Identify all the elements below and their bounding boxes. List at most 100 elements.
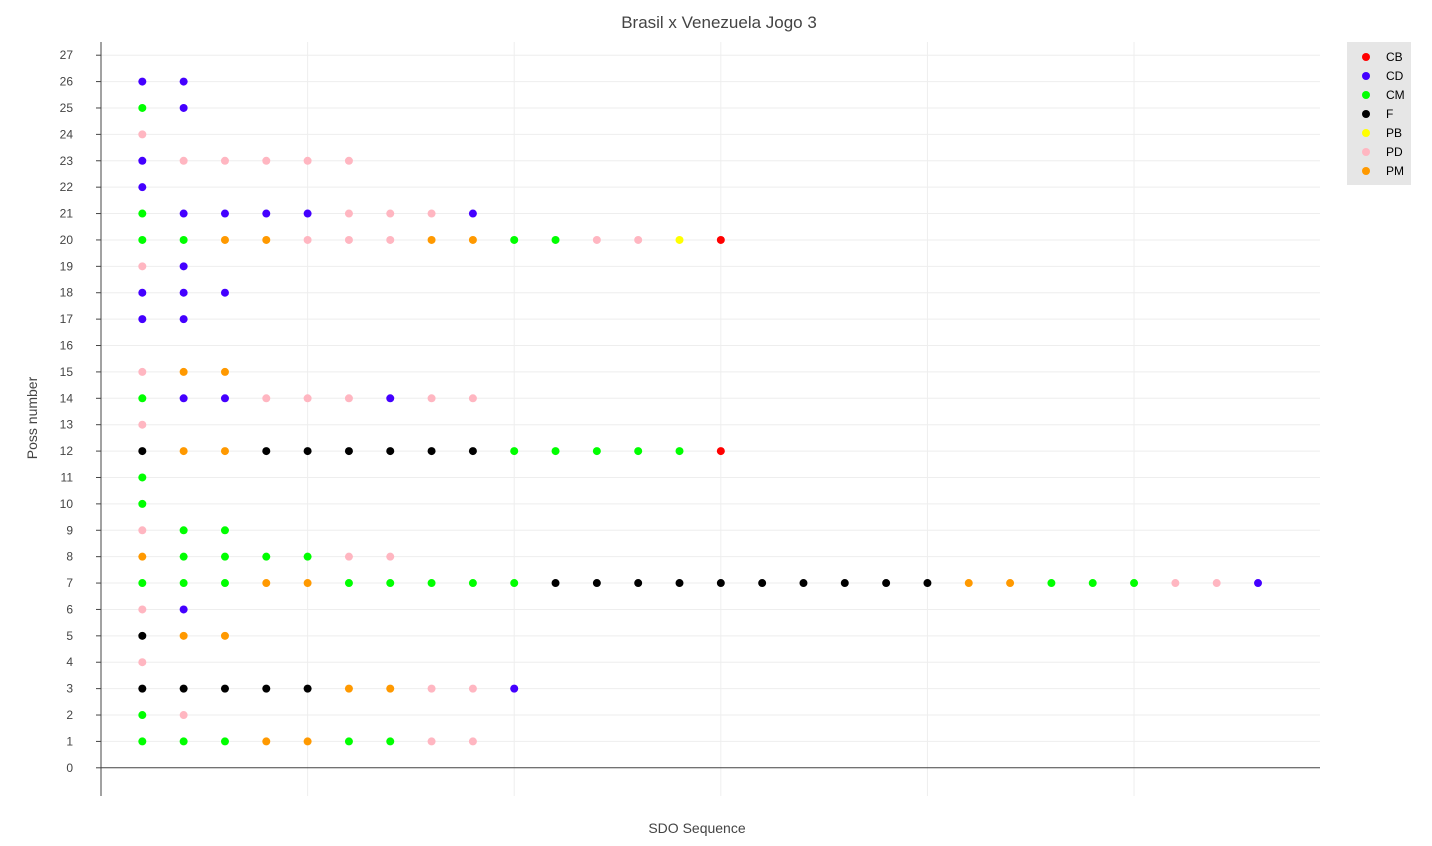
data-point[interactable] — [179, 315, 188, 324]
data-point[interactable] — [138, 579, 147, 588]
data-point[interactable] — [262, 579, 271, 588]
data-point[interactable] — [468, 209, 477, 218]
legend-item-cm[interactable]: CM — [1362, 88, 1405, 102]
data-point[interactable] — [220, 526, 229, 535]
data-point[interactable] — [138, 684, 147, 693]
data-point[interactable] — [468, 737, 477, 746]
data-point[interactable] — [220, 552, 229, 561]
data-point[interactable] — [716, 447, 725, 456]
data-point[interactable] — [138, 156, 147, 165]
data-point[interactable] — [138, 183, 147, 192]
data-point[interactable] — [262, 684, 271, 693]
data-point[interactable] — [923, 579, 932, 588]
data-point[interactable] — [758, 579, 767, 588]
data-point[interactable] — [303, 579, 312, 588]
data-point[interactable] — [344, 156, 353, 165]
legend-item-pb[interactable]: PB — [1362, 126, 1402, 140]
data-point[interactable] — [303, 235, 312, 244]
data-point[interactable] — [220, 579, 229, 588]
data-point[interactable] — [138, 631, 147, 640]
data-point[interactable] — [262, 737, 271, 746]
data-point[interactable] — [179, 447, 188, 456]
data-point[interactable] — [427, 394, 436, 403]
data-point[interactable] — [179, 209, 188, 218]
data-point[interactable] — [799, 579, 808, 588]
data-point[interactable] — [468, 235, 477, 244]
data-point[interactable] — [220, 447, 229, 456]
data-point[interactable] — [427, 235, 436, 244]
data-point[interactable] — [262, 394, 271, 403]
data-point[interactable] — [138, 315, 147, 324]
data-point[interactable] — [179, 737, 188, 746]
data-point[interactable] — [179, 605, 188, 614]
data-point[interactable] — [138, 77, 147, 86]
data-point[interactable] — [179, 526, 188, 535]
legend-item-pd[interactable]: PD — [1362, 145, 1403, 159]
data-point[interactable] — [386, 447, 395, 456]
data-point[interactable] — [220, 737, 229, 746]
data-point[interactable] — [303, 156, 312, 165]
data-point[interactable] — [1047, 579, 1056, 588]
data-point[interactable] — [1254, 579, 1263, 588]
data-point[interactable] — [220, 394, 229, 403]
data-point[interactable] — [138, 526, 147, 535]
data-point[interactable] — [344, 552, 353, 561]
data-point[interactable] — [179, 103, 188, 112]
data-point[interactable] — [220, 235, 229, 244]
data-point[interactable] — [179, 367, 188, 376]
data-point[interactable] — [138, 658, 147, 667]
data-point[interactable] — [138, 447, 147, 456]
data-point[interactable] — [510, 447, 519, 456]
data-point[interactable] — [179, 235, 188, 244]
data-point[interactable] — [303, 737, 312, 746]
data-point[interactable] — [551, 579, 560, 588]
data-point[interactable] — [468, 579, 477, 588]
legend-item-pm[interactable]: PM — [1362, 164, 1404, 178]
data-point[interactable] — [634, 579, 643, 588]
data-point[interactable] — [138, 262, 147, 271]
data-point[interactable] — [427, 737, 436, 746]
data-point[interactable] — [551, 235, 560, 244]
legend-items[interactable]: CB CD CM F PB PD PM — [1362, 50, 1405, 178]
data-point[interactable] — [262, 235, 271, 244]
data-point[interactable] — [179, 288, 188, 297]
data-point[interactable] — [138, 473, 147, 482]
data-point[interactable] — [303, 684, 312, 693]
data-point[interactable] — [179, 394, 188, 403]
data-point[interactable] — [220, 631, 229, 640]
data-point[interactable] — [179, 77, 188, 86]
data-point[interactable] — [138, 499, 147, 508]
data-point[interactable] — [510, 579, 519, 588]
data-point[interactable] — [468, 394, 477, 403]
data-point[interactable] — [344, 209, 353, 218]
data-point[interactable] — [344, 235, 353, 244]
data-point[interactable] — [427, 209, 436, 218]
data-point[interactable] — [344, 579, 353, 588]
data-point[interactable] — [179, 552, 188, 561]
data-point[interactable] — [675, 447, 684, 456]
data-point[interactable] — [138, 552, 147, 561]
data-point[interactable] — [138, 235, 147, 244]
data-point[interactable] — [386, 552, 395, 561]
data-point[interactable] — [592, 235, 601, 244]
data-point[interactable] — [138, 209, 147, 218]
data-point[interactable] — [344, 447, 353, 456]
data-point[interactable] — [179, 631, 188, 640]
data-points[interactable] — [138, 77, 1263, 746]
data-point[interactable] — [386, 394, 395, 403]
legend[interactable]: CB CD CM F PB PD PM — [1347, 42, 1411, 185]
data-point[interactable] — [675, 235, 684, 244]
data-point[interactable] — [262, 447, 271, 456]
data-point[interactable] — [634, 235, 643, 244]
data-point[interactable] — [220, 156, 229, 165]
data-point[interactable] — [427, 447, 436, 456]
data-point[interactable] — [551, 447, 560, 456]
data-point[interactable] — [262, 209, 271, 218]
data-point[interactable] — [138, 711, 147, 720]
data-point[interactable] — [592, 579, 601, 588]
data-point[interactable] — [840, 579, 849, 588]
data-point[interactable] — [386, 579, 395, 588]
data-point[interactable] — [964, 579, 973, 588]
data-point[interactable] — [138, 103, 147, 112]
data-point[interactable] — [220, 288, 229, 297]
